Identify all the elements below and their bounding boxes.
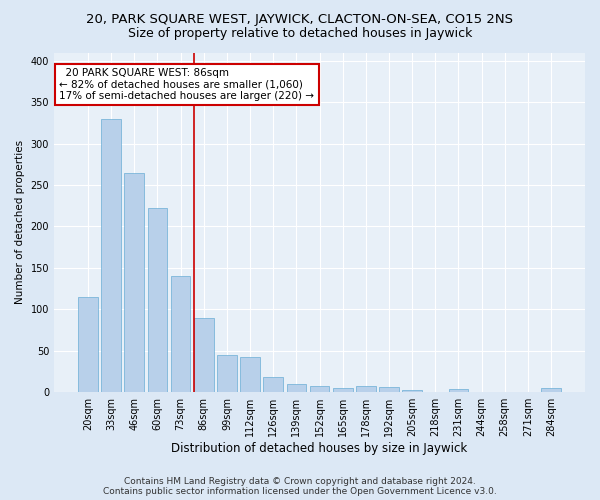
- Bar: [263, 378, 283, 392]
- Bar: [541, 388, 561, 392]
- X-axis label: Distribution of detached houses by size in Jaywick: Distribution of detached houses by size …: [172, 442, 467, 455]
- Bar: [171, 276, 190, 392]
- Bar: [402, 390, 422, 392]
- Text: 20, PARK SQUARE WEST, JAYWICK, CLACTON-ON-SEA, CO15 2NS: 20, PARK SQUARE WEST, JAYWICK, CLACTON-O…: [86, 12, 514, 26]
- Bar: [287, 384, 306, 392]
- Bar: [333, 388, 353, 392]
- Bar: [101, 119, 121, 392]
- Text: Size of property relative to detached houses in Jaywick: Size of property relative to detached ho…: [128, 28, 472, 40]
- Bar: [194, 318, 214, 392]
- Bar: [78, 297, 98, 392]
- Text: 20 PARK SQUARE WEST: 86sqm
← 82% of detached houses are smaller (1,060)
17% of s: 20 PARK SQUARE WEST: 86sqm ← 82% of deta…: [59, 68, 314, 101]
- Bar: [240, 358, 260, 392]
- Y-axis label: Number of detached properties: Number of detached properties: [15, 140, 25, 304]
- Bar: [356, 386, 376, 392]
- Bar: [124, 172, 144, 392]
- Text: Contains public sector information licensed under the Open Government Licence v3: Contains public sector information licen…: [103, 487, 497, 496]
- Bar: [310, 386, 329, 392]
- Text: Contains HM Land Registry data © Crown copyright and database right 2024.: Contains HM Land Registry data © Crown c…: [124, 477, 476, 486]
- Bar: [217, 355, 237, 392]
- Bar: [379, 387, 399, 392]
- Bar: [148, 208, 167, 392]
- Bar: [449, 389, 468, 392]
